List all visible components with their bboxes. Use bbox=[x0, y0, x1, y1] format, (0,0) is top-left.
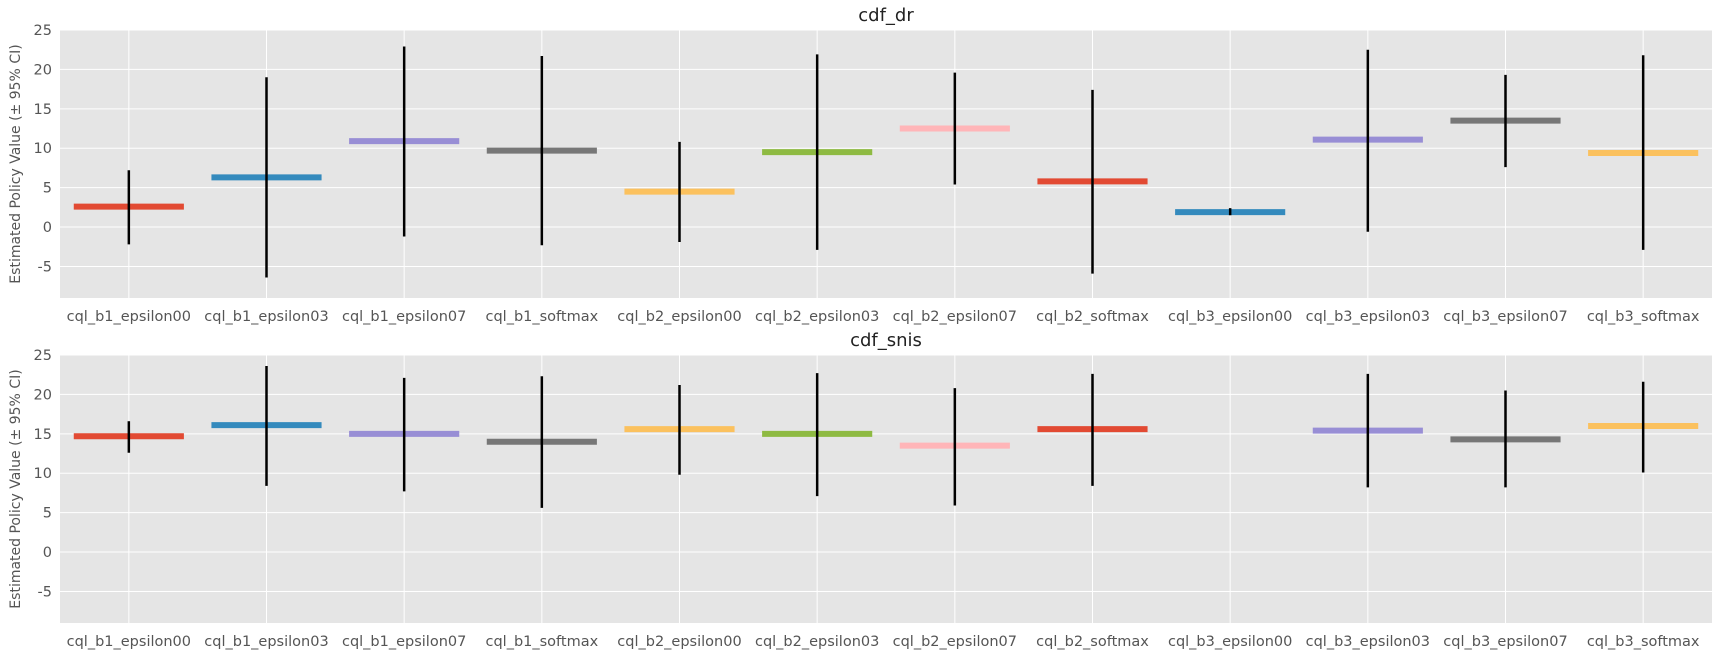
x-tick-label: cql_b1_softmax bbox=[485, 634, 598, 650]
data-marks bbox=[73, 366, 1699, 508]
y-tick-label: 15 bbox=[34, 102, 52, 118]
x-tick-label: cql_b2_softmax bbox=[1036, 634, 1149, 650]
x-tick-label: cql_b1_epsilon03 bbox=[204, 309, 328, 325]
y-tick-label: 10 bbox=[34, 466, 52, 482]
x-tick-label: cql_b2_epsilon00 bbox=[617, 634, 741, 650]
x-tick-label: cql_b3_softmax bbox=[1587, 309, 1700, 325]
y-tick-label: -5 bbox=[38, 259, 52, 275]
x-tick-label: cql_b3_epsilon03 bbox=[1306, 309, 1430, 325]
y-tick-label: 20 bbox=[34, 62, 52, 78]
x-tick-label: cql_b2_epsilon03 bbox=[755, 309, 879, 325]
x-tick-label: cql_b3_epsilon00 bbox=[1168, 309, 1292, 325]
x-tick-label: cql_b2_epsilon07 bbox=[893, 634, 1017, 650]
y-tick-label: 15 bbox=[34, 427, 52, 443]
x-tick-label: cql_b1_epsilon00 bbox=[67, 309, 191, 325]
x-tick-label: cql_b1_epsilon07 bbox=[342, 309, 466, 325]
x-tick-label: cql_b1_epsilon03 bbox=[204, 634, 328, 650]
y-tick-labels: -5 0 5 10 15 20 25 bbox=[34, 348, 52, 600]
y-tick-label: 5 bbox=[43, 506, 52, 522]
x-tick-label: cql_b2_softmax bbox=[1036, 309, 1149, 325]
x-tick-label: cql_b1_softmax bbox=[485, 309, 598, 325]
y-axis-label: Estimated Policy Value (± 95% CI) bbox=[8, 44, 24, 283]
y-tick-label: 25 bbox=[34, 23, 52, 39]
x-tick-label: cql_b1_epsilon07 bbox=[342, 634, 466, 650]
y-axis-label: Estimated Policy Value (± 95% CI) bbox=[8, 369, 24, 608]
plot-area bbox=[60, 30, 1712, 298]
x-tick-label: cql_b2_epsilon07 bbox=[893, 309, 1017, 325]
y-tick-label: 25 bbox=[34, 348, 52, 364]
x-tick-label: cql_b3_epsilon07 bbox=[1443, 634, 1567, 650]
x-tick-label: cql_b2_epsilon03 bbox=[755, 634, 879, 650]
y-tick-label: 0 bbox=[43, 545, 52, 561]
y-tick-label: 10 bbox=[34, 141, 52, 157]
x-tick-label: cql_b2_epsilon00 bbox=[617, 309, 741, 325]
x-tick-label: cql_b3_epsilon03 bbox=[1306, 634, 1430, 650]
y-tick-label: 20 bbox=[34, 387, 52, 403]
y-tick-label: 5 bbox=[43, 181, 52, 197]
x-tick-label: cql_b1_epsilon00 bbox=[67, 634, 191, 650]
chart-title: cdf_snis bbox=[850, 330, 922, 351]
x-tick-label: cql_b3_epsilon00 bbox=[1168, 634, 1292, 650]
x-tick-label: cql_b3_softmax bbox=[1587, 634, 1700, 650]
chart-title: cdf_dr bbox=[858, 5, 914, 26]
plot-area bbox=[60, 355, 1712, 623]
y-tick-label: 0 bbox=[43, 220, 52, 236]
y-tick-label: -5 bbox=[38, 584, 52, 600]
x-tick-labels: cql_b1_epsilon00 cql_b1_epsilon03 cql_b1_e… bbox=[67, 309, 1700, 325]
x-tick-label: cql_b3_epsilon07 bbox=[1443, 309, 1567, 325]
y-tick-labels: -5 0 5 10 15 20 25 bbox=[34, 23, 52, 275]
x-tick-labels: cql_b1_epsilon00 cql_b1_epsilon03 cql_b1_e… bbox=[67, 634, 1700, 650]
data-marks bbox=[73, 46, 1699, 278]
